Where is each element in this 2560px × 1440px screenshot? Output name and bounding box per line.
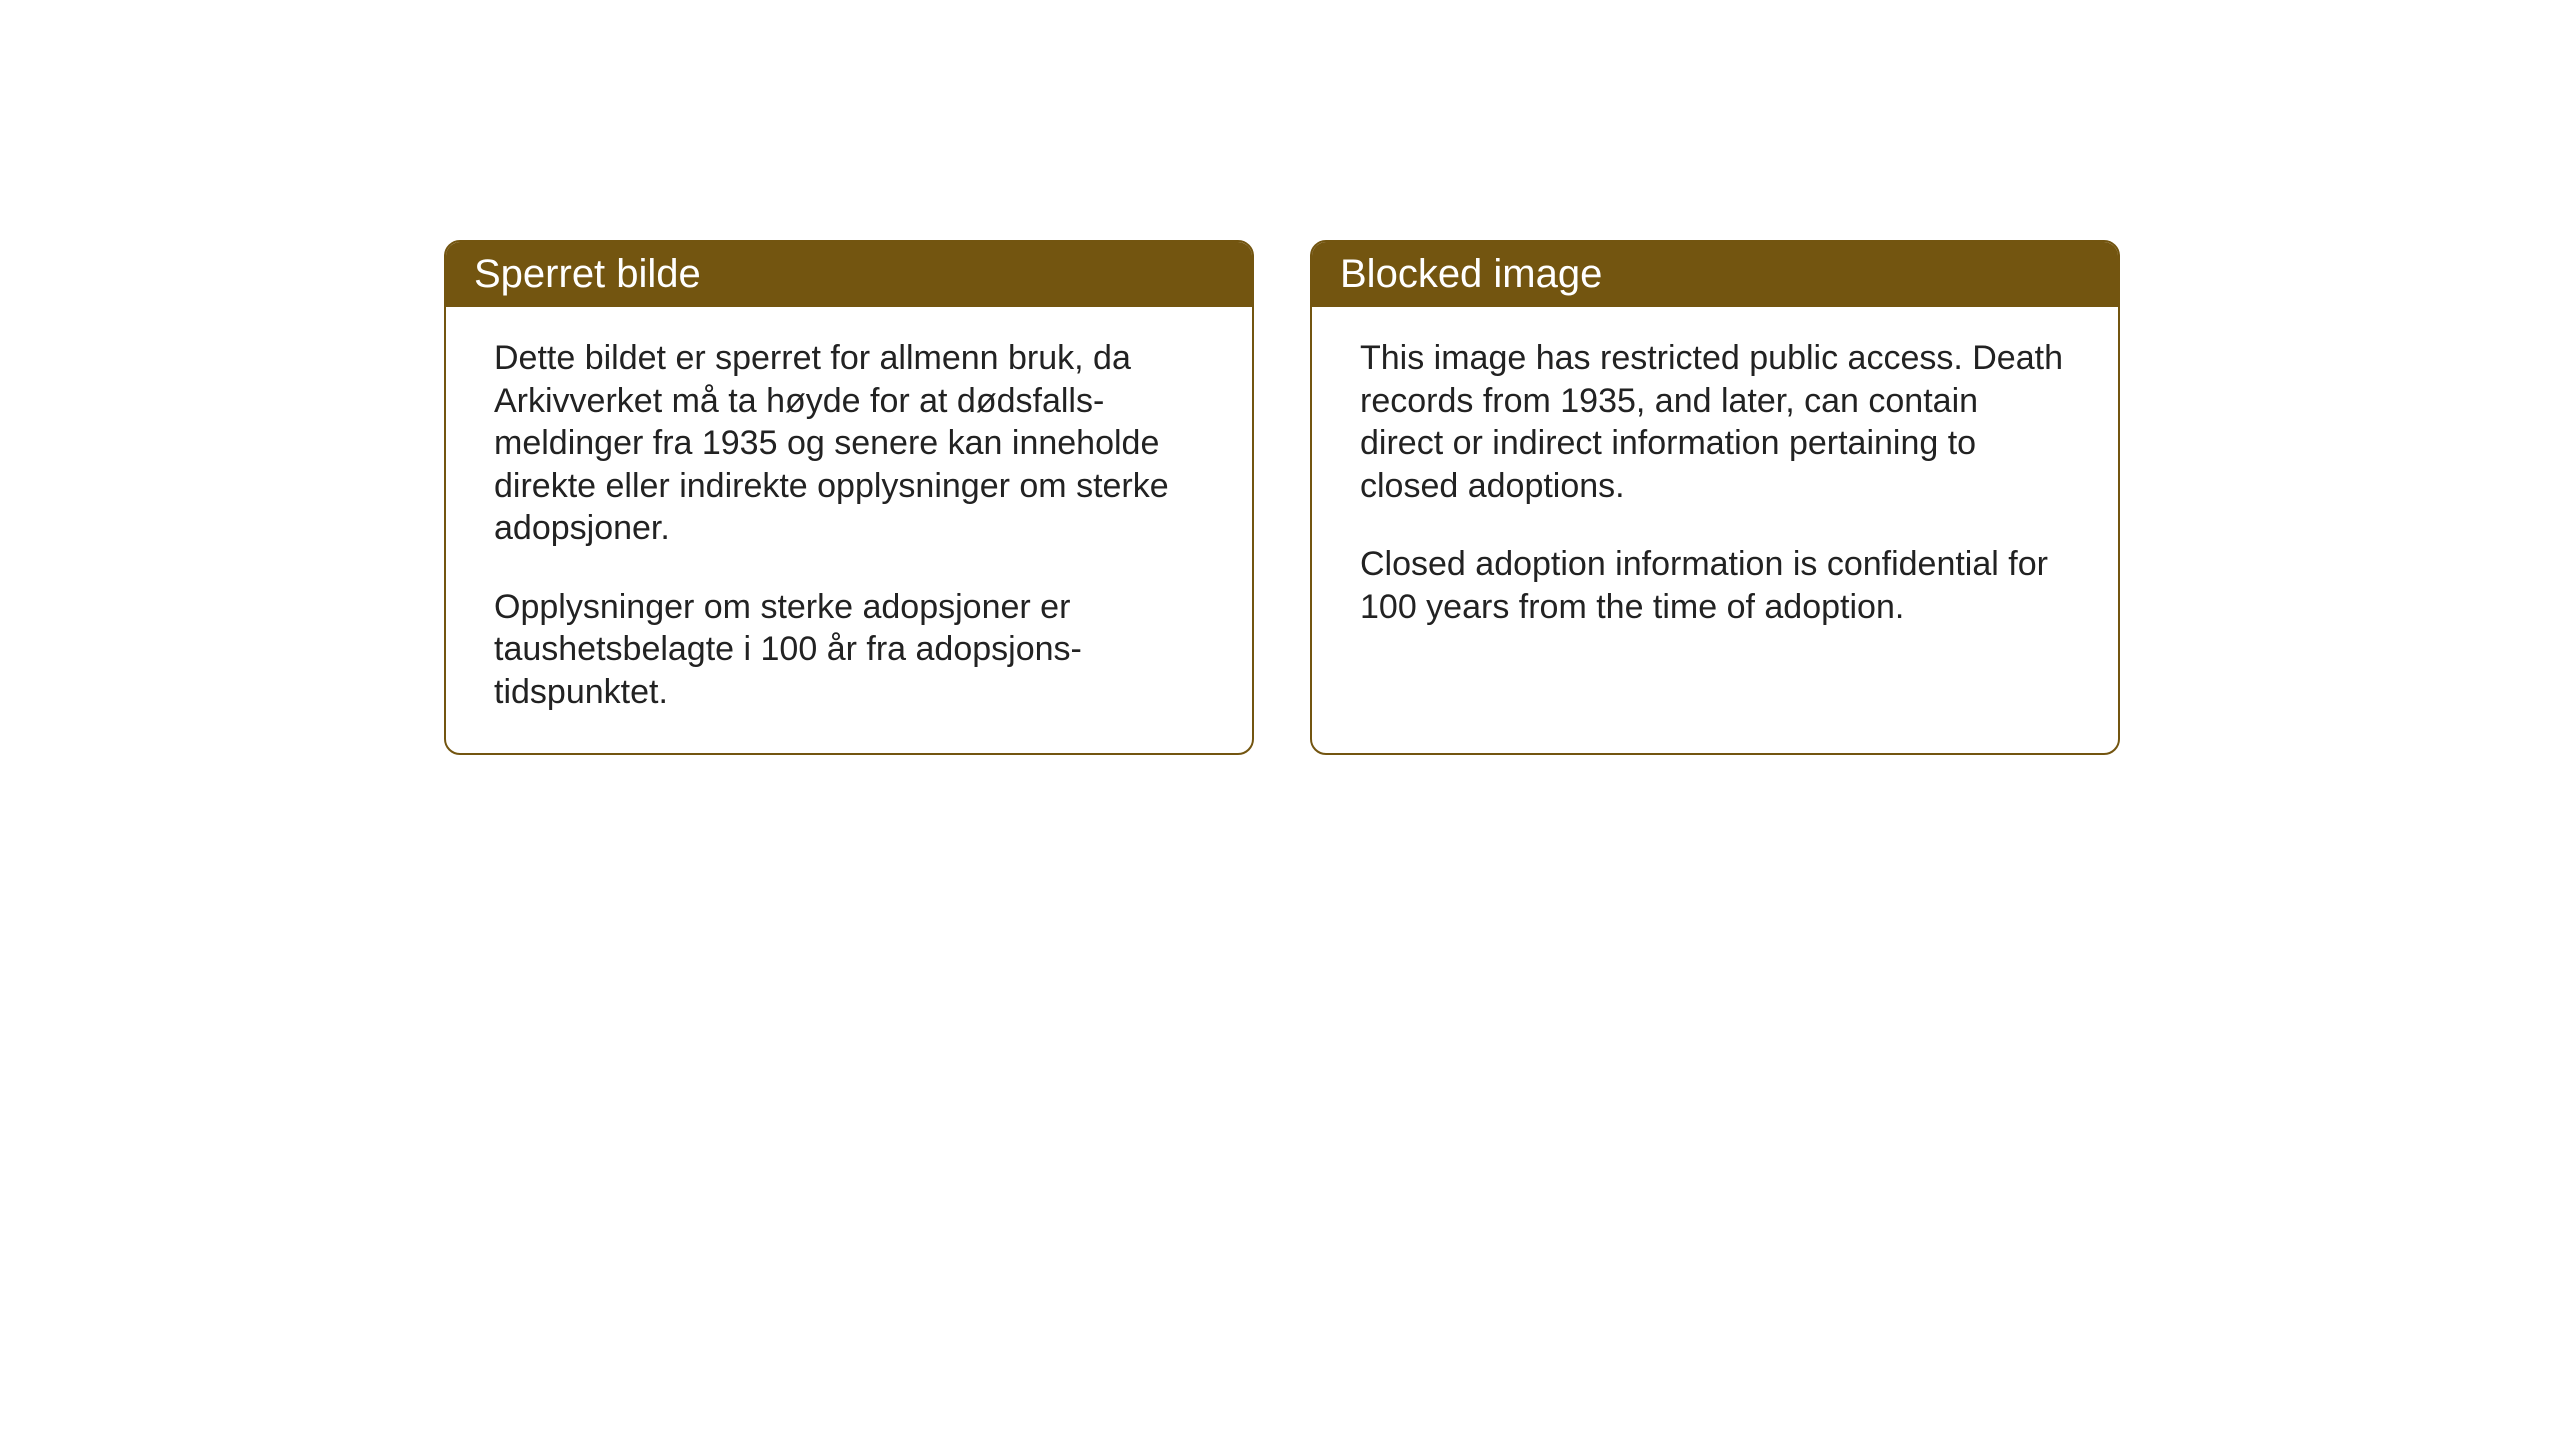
norwegian-card-header: Sperret bilde — [446, 242, 1252, 307]
english-paragraph-1: This image has restricted public access.… — [1360, 337, 2070, 507]
english-paragraph-2: Closed adoption information is confident… — [1360, 543, 2070, 628]
english-title: Blocked image — [1340, 252, 1602, 296]
norwegian-title: Sperret bilde — [474, 252, 701, 296]
norwegian-paragraph-2: Opplysninger om sterke adopsjoner er tau… — [494, 586, 1204, 714]
english-card: Blocked image This image has restricted … — [1310, 240, 2120, 755]
norwegian-card-body: Dette bildet er sperret for allmenn bruk… — [446, 307, 1252, 753]
english-card-body: This image has restricted public access.… — [1312, 307, 2118, 747]
english-card-header: Blocked image — [1312, 242, 2118, 307]
notice-container: Sperret bilde Dette bildet er sperret fo… — [444, 240, 2120, 755]
norwegian-card: Sperret bilde Dette bildet er sperret fo… — [444, 240, 1254, 755]
norwegian-paragraph-1: Dette bildet er sperret for allmenn bruk… — [494, 337, 1204, 550]
